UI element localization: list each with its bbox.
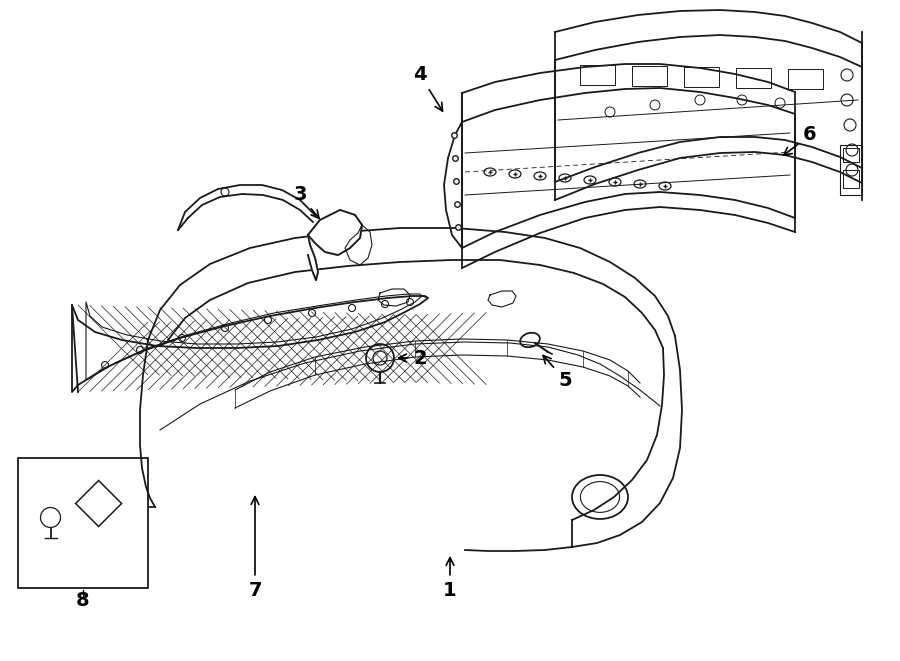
Text: 3: 3 bbox=[293, 186, 320, 218]
Circle shape bbox=[348, 305, 356, 311]
Text: 7: 7 bbox=[248, 496, 262, 600]
Circle shape bbox=[178, 334, 185, 342]
Circle shape bbox=[265, 317, 272, 323]
Bar bbox=[632, 66, 667, 86]
Bar bbox=[18, 458, 148, 588]
Bar bbox=[843, 170, 859, 188]
Circle shape bbox=[102, 362, 109, 368]
Text: 2: 2 bbox=[399, 348, 427, 368]
Text: 1: 1 bbox=[443, 558, 457, 600]
Bar bbox=[840, 145, 862, 195]
Circle shape bbox=[137, 346, 143, 354]
Bar bbox=[684, 67, 719, 87]
Polygon shape bbox=[308, 235, 318, 280]
Text: 5: 5 bbox=[543, 356, 572, 389]
Circle shape bbox=[221, 325, 229, 332]
Text: 8: 8 bbox=[76, 590, 90, 609]
Bar bbox=[736, 68, 771, 88]
Bar bbox=[843, 148, 859, 162]
Circle shape bbox=[309, 309, 316, 317]
Text: 4: 4 bbox=[413, 65, 443, 111]
Text: 6: 6 bbox=[784, 126, 817, 155]
Circle shape bbox=[407, 299, 413, 305]
Polygon shape bbox=[308, 210, 362, 255]
Circle shape bbox=[382, 301, 389, 307]
Bar bbox=[580, 65, 615, 85]
Bar bbox=[788, 69, 823, 89]
